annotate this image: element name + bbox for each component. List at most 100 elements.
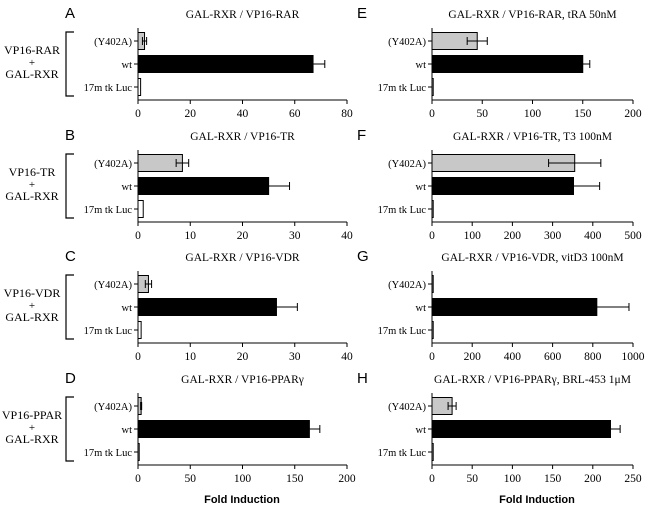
panel-c-tick-label: 20: [237, 351, 249, 363]
panel-a-tick-label: 20: [185, 108, 197, 120]
panel-h-tick-label: 250: [624, 473, 642, 485]
panel-b-tick-label: 40: [341, 230, 353, 242]
panel-d-tick-label: 0: [135, 473, 141, 485]
panel-c-tick-label: 30: [289, 351, 301, 363]
panel-h-tick-label: 150: [544, 473, 562, 485]
panel-e-title: GAL-RXR / VP16-RAR, tRA 50nM: [448, 9, 616, 21]
panel-f-tick-label: 0: [429, 230, 435, 242]
panel-h-tick-label: 0: [429, 473, 435, 485]
panel-c-category-label: wt: [122, 303, 133, 314]
panel-f-tick-label: 400: [584, 230, 602, 242]
panel-h-letter: H: [357, 370, 368, 387]
panel-b-letter: B: [65, 127, 75, 144]
panel-d-tick-label: 150: [286, 473, 304, 485]
panel-e-tick-label: 0: [429, 108, 435, 120]
panel-b-title: GAL-RXR / VP16-TR: [190, 131, 295, 143]
panel-e-tick-label: 150: [574, 108, 592, 120]
panel-b-group-label-line: VP16-TR: [9, 165, 56, 179]
panel-g-tick-label: 400: [504, 351, 522, 363]
panel-g-letter: G: [357, 248, 369, 265]
panel-d-group-bracket: [65, 396, 74, 462]
panel-c-group-bracket: [65, 274, 74, 340]
panel-a-tick-label: 40: [237, 108, 249, 120]
panel-b-tick-label: 10: [185, 230, 197, 242]
panel-c-letter: C: [65, 248, 76, 265]
panel-a-category-label: (Y402A): [94, 37, 132, 48]
panel-b-category-label: wt: [122, 182, 133, 193]
panel-c-group-label-line: VP16-VDR: [4, 286, 61, 300]
panel-d-group-label-line: GAL-RXR: [5, 432, 58, 446]
panel-g-tick-label: 200: [464, 351, 482, 363]
panel-e-bar-control: [431, 78, 434, 96]
panel-d-category-label: wt: [122, 425, 133, 436]
panel-b-group-label-line: +: [29, 179, 35, 191]
panel-b-category-label: 17m tk Luc: [84, 205, 133, 216]
panel-f-tick-label: 200: [504, 230, 522, 242]
panel-d-tick-label: 100: [234, 473, 252, 485]
panel-g-title: GAL-RXR / VP16-VDR, vitD3 100nM: [441, 252, 623, 264]
panel-h-tick-label: 100: [504, 473, 522, 485]
panel-b-category-label: (Y402A): [94, 159, 132, 170]
panel-e-category-label: (Y402A): [388, 37, 426, 48]
panel-g-tick-label: 800: [584, 351, 602, 363]
panel-c-tick-label: 40: [341, 351, 353, 363]
panel-a-group-bracket: [65, 31, 74, 97]
panel-h-title: GAL-RXR / VP16-PPARγ, BRL-453 1μM: [434, 374, 631, 386]
panel-g-tick-label: 1000: [622, 351, 645, 363]
panel-b-group-label-line: GAL-RXR: [5, 189, 58, 203]
panel-d-group-label-line: VP16-PPAR: [2, 408, 62, 422]
panel-c-category-label: 17m tk Luc: [84, 326, 133, 337]
panel-b-group-bracket: [65, 153, 74, 219]
panel-a-group-label-line: +: [29, 57, 35, 69]
x-axis-label-right: Fold Induction: [499, 494, 575, 506]
panel-a-letter: A: [65, 5, 75, 22]
panel-h-category-label: 17m tk Luc: [378, 448, 427, 459]
panel-f-tick-label: 500: [624, 230, 642, 242]
panel-c-group-label-line: +: [29, 300, 35, 312]
panel-f-category-label: wt: [416, 182, 427, 193]
panel-e-category-label: 17m tk Luc: [378, 83, 427, 94]
panel-h-bar-control: [431, 443, 434, 461]
panel-f-letter: F: [357, 127, 366, 144]
panel-c-group-label-line: GAL-RXR: [5, 310, 58, 324]
panel-a-bar-wt: [137, 55, 314, 73]
panel-a-bar-control: [137, 78, 142, 96]
panel-h-bar-wt: [431, 420, 611, 438]
panel-d-group-label-line: +: [29, 422, 35, 434]
panel-e-category-label: wt: [416, 60, 427, 71]
panel-c-tick-label: 0: [135, 351, 141, 363]
panel-c-title: GAL-RXR / VP16-VDR: [185, 252, 299, 264]
panel-g-tick-label: 600: [544, 351, 562, 363]
panel-a-category-label: wt: [122, 60, 133, 71]
panel-d-category-label: (Y402A): [94, 402, 132, 413]
panel-c-bar-control: [137, 321, 142, 339]
panel-f-title: GAL-RXR / VP16-TR, T3 100nM: [453, 131, 612, 143]
panel-d-category-label: 17m tk Luc: [84, 448, 133, 459]
panel-f-category-label: (Y402A): [388, 159, 426, 170]
panel-d-tick-label: 200: [338, 473, 356, 485]
panel-d-bar-control: [137, 443, 140, 461]
panel-g-tick-label: 0: [429, 351, 435, 363]
panel-f-tick-label: 300: [544, 230, 562, 242]
panel-e-bar-wt: [431, 55, 584, 73]
panel-h-tick-label: 200: [584, 473, 602, 485]
panel-a-tick-label: 80: [341, 108, 353, 120]
panel-d-tick-label: 50: [185, 473, 197, 485]
panel-g-bar-control: [431, 321, 434, 339]
panel-a-tick-label: 0: [135, 108, 141, 120]
panel-b-tick-label: 20: [237, 230, 249, 242]
panel-e-letter: E: [357, 5, 367, 22]
panel-h-category-label: (Y402A): [388, 402, 426, 413]
panel-d-letter: D: [65, 370, 76, 387]
panel-d-title: GAL-RXR / VP16-PPARγ: [181, 374, 304, 386]
panel-c-tick-label: 10: [185, 351, 197, 363]
panel-c-category-label: (Y402A): [94, 280, 132, 291]
panel-f-tick-label: 100: [464, 230, 482, 242]
panel-b-tick-label: 30: [289, 230, 301, 242]
panel-a-category-label: 17m tk Luc: [84, 83, 133, 94]
panel-a-title: GAL-RXR / VP16-RAR: [186, 9, 300, 21]
panel-e-tick-label: 100: [524, 108, 542, 120]
panel-d-bar-wt: [137, 420, 310, 438]
x-axis-label-left: Fold Induction: [204, 494, 280, 506]
